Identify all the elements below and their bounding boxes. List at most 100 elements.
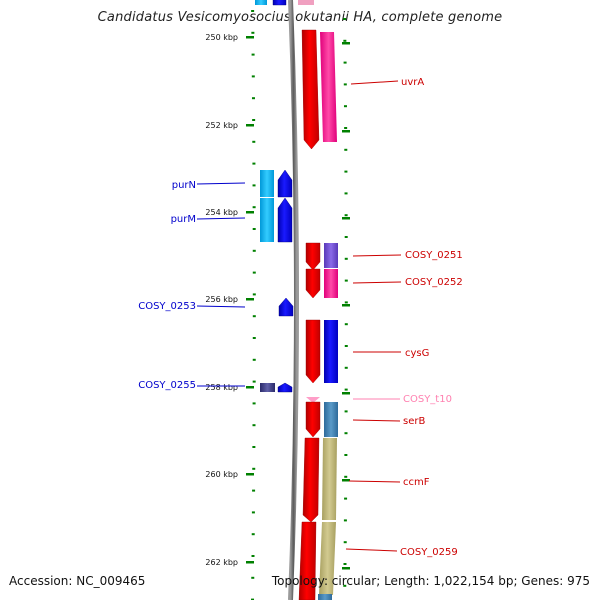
right-minor-tick [344, 475, 348, 478]
left-minor-tick [251, 533, 255, 536]
left-minor-tick [252, 206, 256, 209]
scale-label: 256 kbp [205, 295, 238, 304]
right-tick-track [342, 18, 350, 587]
right-major-tick [342, 304, 350, 307]
label-leader-line [350, 80, 399, 85]
gene-track [272, 0, 321, 600]
left-minor-tick [252, 293, 256, 296]
left-minor-tick [251, 53, 255, 56]
gene-arrow-ccmF [302, 437, 320, 523]
map-title: Candidatus Vesicomyosocius okutanii HA, … [97, 10, 503, 25]
right-minor-tick [343, 519, 347, 522]
left-minor-tick [252, 380, 256, 383]
right-major-tick [342, 479, 350, 482]
gene-arrow-cysG [305, 319, 321, 384]
right-minor-tick [343, 61, 347, 64]
left-minor-tick [251, 598, 255, 600]
gene-arrow-COSY_0255 [277, 382, 293, 393]
left-minor-tick [251, 511, 255, 514]
label-leader-line [196, 182, 246, 185]
gene-label-COSY_0251[interactable]: COSY_0251 [405, 250, 463, 261]
gene-arrow-COSY_t10 [306, 397, 320, 403]
label-leader-line [196, 217, 246, 220]
left-minor-tick [251, 555, 255, 557]
label-leader-line [352, 419, 401, 422]
gene-label-COSY_0252[interactable]: COSY_0252 [405, 277, 463, 288]
left-major-tick [246, 211, 254, 214]
left-minor-tick [252, 119, 256, 121]
gene-arrow-reverse [272, 0, 287, 6]
left-minor-tick [252, 424, 256, 427]
label-leader-line [196, 305, 246, 308]
left-minor-tick [252, 315, 256, 318]
gene-label-COSY_0259[interactable]: COSY_0259 [400, 547, 458, 558]
right-minor-tick [344, 301, 348, 304]
right-major-tick [342, 567, 350, 570]
left-minor-tick [252, 337, 256, 339]
right-minor-tick [344, 410, 348, 413]
right-minor-tick [344, 432, 348, 435]
right-minor-tick [343, 584, 347, 587]
right-minor-tick [344, 170, 348, 173]
gene-arrow-COSY_0259 [298, 521, 317, 600]
gene-label-purN[interactable]: purN [172, 180, 196, 191]
right-minor-tick [344, 127, 348, 129]
gene-label-COSY_0255[interactable]: COSY_0255 [138, 380, 196, 391]
gene-label-COSY_0253[interactable]: COSY_0253 [138, 301, 196, 312]
right-minor-tick [344, 192, 348, 195]
cds-track [255, 0, 338, 600]
gene-label-uvrA[interactable]: uvrA [401, 77, 424, 88]
label-leader-line [345, 548, 398, 552]
left-major-tick [246, 386, 254, 389]
left-minor-tick [251, 31, 255, 34]
left-major-tick [246, 561, 254, 564]
right-minor-tick [343, 105, 347, 108]
gene-arrow-purN [277, 169, 293, 198]
left-minor-tick [252, 140, 256, 143]
gene-label-serB[interactable]: serB [403, 416, 425, 427]
right-minor-tick [344, 388, 348, 391]
gene-arrow-COSY_0252 [305, 268, 321, 299]
scale-label: 262 kbp [205, 558, 238, 567]
left-minor-tick [252, 271, 256, 274]
scale-label: 254 kbp [205, 208, 238, 217]
cds-bar-COSY_0255 [260, 383, 275, 392]
left-minor-tick [252, 446, 256, 448]
right-major-tick [342, 392, 350, 395]
right-minor-tick [344, 497, 348, 500]
genome-summary: Topology: circular; Length: 1,022,154 bp… [271, 574, 590, 588]
cds-bar-uvrA [320, 32, 337, 142]
cds-bar [318, 594, 332, 600]
gene-label-ccmF[interactable]: ccmF [403, 477, 430, 488]
scale-label: 258 kbp [205, 383, 238, 392]
right-minor-tick [344, 323, 348, 326]
scale-label: 252 kbp [205, 121, 238, 130]
left-minor-tick [252, 162, 256, 165]
right-minor-tick [344, 257, 348, 260]
gene-label-cysG[interactable]: cysG [405, 348, 429, 359]
cds-bar-COSY_0252 [324, 269, 338, 298]
cds-bar [298, 0, 314, 5]
right-minor-tick [343, 83, 347, 86]
left-minor-tick [252, 184, 256, 187]
left-minor-tick [252, 402, 256, 405]
gene-label-purM[interactable]: purM [171, 214, 196, 225]
left-minor-tick [252, 228, 256, 230]
left-minor-tick [251, 10, 255, 12]
left-minor-tick [252, 249, 256, 252]
scale-labels: 250 kbp 252 kbp 254 kbp 256 kbp 258 kbp 260 k… [205, 33, 238, 567]
right-minor-tick [344, 345, 348, 347]
gene-label-COSY_t10[interactable]: COSY_t10 [403, 394, 452, 405]
right-minor-tick [343, 39, 347, 42]
left-minor-tick [251, 75, 255, 78]
right-minor-tick [344, 366, 348, 369]
gene-arrow-COSY_0251 [305, 242, 321, 271]
right-minor-tick [343, 563, 347, 565]
right-major-tick [342, 217, 350, 220]
left-major-tick [246, 124, 254, 127]
left-major-tick [246, 473, 254, 476]
right-minor-tick [343, 18, 347, 20]
cds-bar-COSY_0251 [324, 243, 338, 268]
gene-arrow-purM [277, 197, 293, 243]
